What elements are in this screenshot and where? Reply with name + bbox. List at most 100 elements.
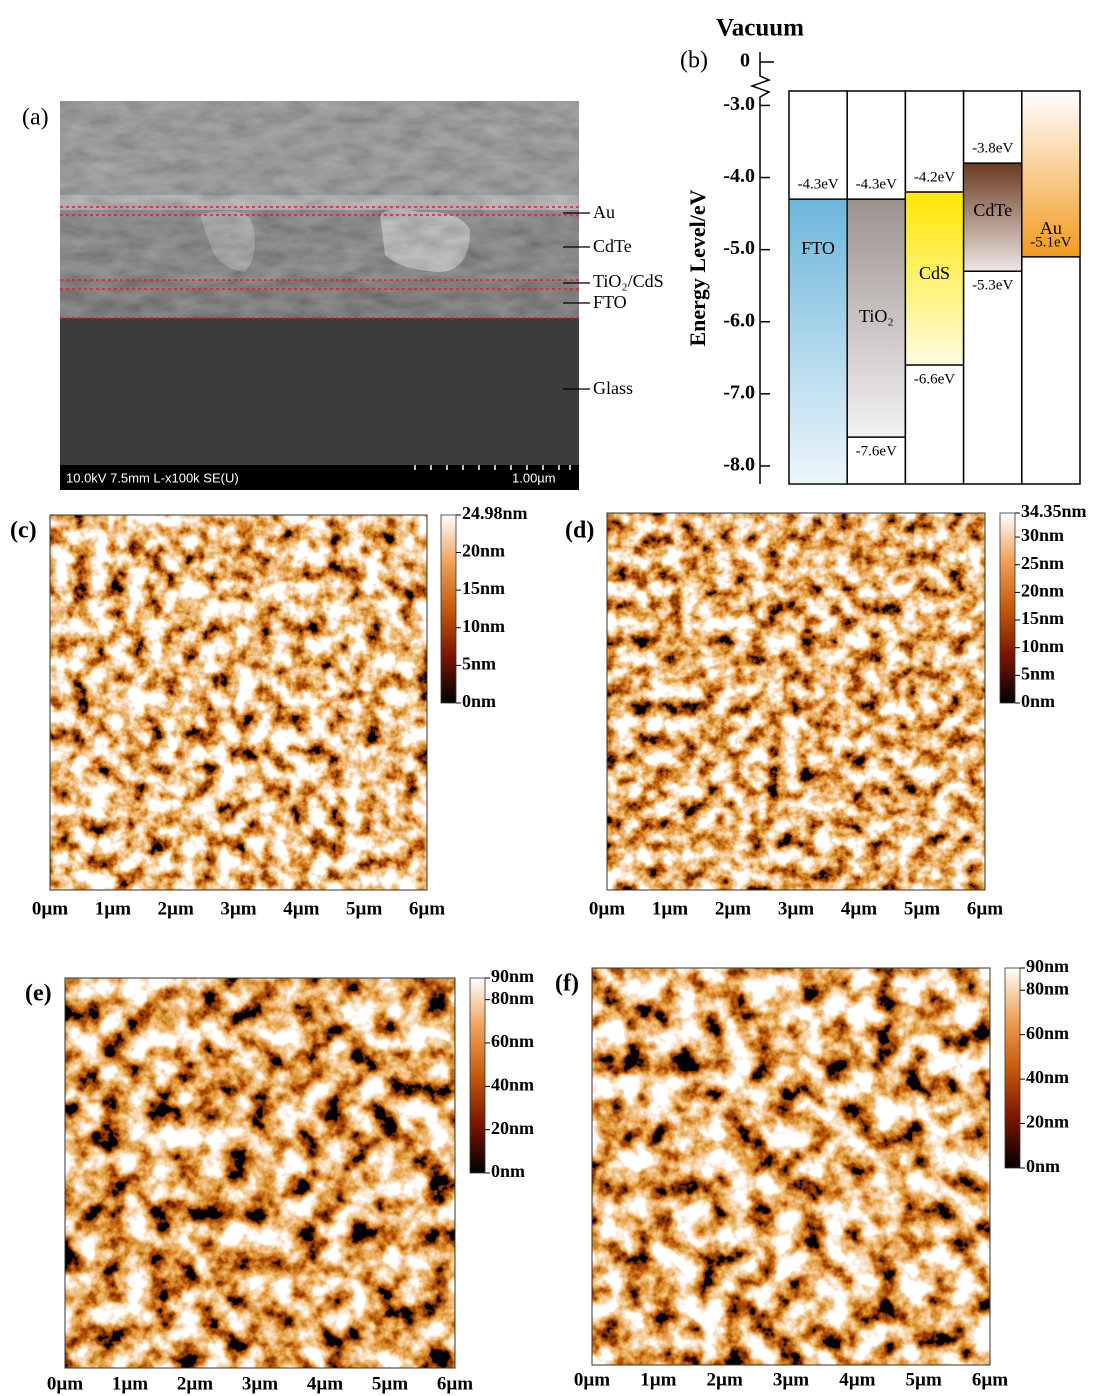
category-label: Au	[1040, 218, 1062, 238]
x-tick-label: 6µm	[972, 1369, 1008, 1390]
y-tick-label: -4.0	[723, 165, 755, 187]
band	[1022, 91, 1080, 257]
afm-image	[607, 513, 985, 890]
y-tick-label: -8.0	[723, 454, 755, 476]
afm-frame	[64, 977, 456, 1369]
colorbar-tick-label: 25nm	[1021, 553, 1064, 573]
y-axis	[749, 52, 772, 484]
sem-texture	[60, 101, 579, 318]
panel-label: (b)	[680, 48, 708, 74]
panel-label: (c)	[10, 518, 37, 544]
panel-label: (e)	[25, 981, 52, 1007]
panel-label: (d)	[565, 518, 594, 544]
sem-info-bar	[60, 465, 579, 490]
layer-label: CdTe	[593, 236, 632, 256]
colorbar-tick-label: 5nm	[462, 653, 496, 673]
colorbar-tick-label: 10nm	[462, 616, 505, 636]
band	[847, 199, 905, 438]
colorbar-tick-label: 34.35nm	[1021, 501, 1087, 521]
colorbar-tick-label: 15nm	[462, 578, 505, 598]
x-tick-label: 4µm	[841, 898, 877, 919]
sem-panel: 10.0kV 7.5mm L-x100k SE(U) 1.00µm (a) Au…	[22, 101, 664, 490]
x-tick-label: 1µm	[112, 1373, 148, 1394]
colorbar-tick-label: 20nm	[491, 1118, 534, 1138]
colorbar	[440, 514, 457, 704]
afm-frame	[591, 967, 991, 1366]
colorbar-tick-label: 24.98nm	[462, 503, 528, 523]
sem-info: 10.0kV 7.5mm L-x100k SE(U)	[66, 470, 239, 485]
colorbar-tick-label: 80nm	[1026, 978, 1069, 998]
value-label: -6.6eV	[914, 371, 955, 387]
column-frame	[962, 90, 1023, 485]
colorbar-tick-label: 20nm	[1026, 1112, 1069, 1132]
y-tick-label: -6.0	[723, 309, 755, 331]
value-label: -3.8eV	[972, 141, 1013, 157]
colorbar-tick-label: 40nm	[491, 1074, 534, 1094]
band	[964, 163, 1022, 272]
x-tick-label: 5µm	[904, 898, 940, 919]
colorbar-tick-label: 80nm	[491, 988, 534, 1008]
x-tick-label: 4µm	[839, 1369, 875, 1390]
x-tick-label: 1µm	[95, 898, 131, 919]
x-tick-label: 4µm	[307, 1373, 343, 1394]
value-label: -5.3eV	[972, 278, 1013, 294]
colorbar-tick-label: 90nm	[491, 966, 534, 986]
x-tick-label: 1µm	[652, 898, 688, 919]
layer-label: FTO	[593, 292, 627, 312]
x-tick-label: 3µm	[778, 898, 814, 919]
x-tick-label: 1µm	[640, 1369, 676, 1390]
scale-ticks	[414, 465, 571, 470]
x-tick-label: 5µm	[906, 1369, 942, 1390]
afm-image	[65, 978, 455, 1368]
layer-label: TiO₂/CdS	[593, 271, 664, 291]
value-label: -4.2eV	[914, 169, 955, 185]
layer-label: Glass	[593, 378, 633, 398]
x-tick-label: 0µm	[589, 898, 625, 919]
x-tick-label: 6µm	[967, 898, 1003, 919]
colorbar-tick-label: 20nm	[1021, 580, 1064, 600]
x-tick-label: 2µm	[707, 1369, 743, 1390]
x-tick-label: 5µm	[372, 1373, 408, 1394]
colorbar-tick-label: 0nm	[1026, 1156, 1060, 1176]
afm-image	[592, 968, 990, 1365]
x-tick-label: 4µm	[283, 898, 319, 919]
colorbar	[1004, 967, 1021, 1169]
x-tick-label: 2µm	[158, 898, 194, 919]
afm-frame	[606, 512, 986, 891]
colorbar	[999, 512, 1016, 704]
y-tick-label: -7.0	[723, 381, 755, 403]
category-label: FTO	[801, 238, 835, 258]
x-tick-label: 2µm	[177, 1373, 213, 1394]
sem-scale: 1.00µm	[512, 470, 556, 485]
colorbar-tick-label: 0nm	[491, 1161, 525, 1181]
x-tick-label: 5µm	[346, 898, 382, 919]
value-label: -7.6eV	[856, 444, 897, 460]
x-tick-label: 3µm	[773, 1369, 809, 1390]
afm-image	[50, 515, 427, 890]
colorbar-tick-label: 60nm	[1026, 1023, 1069, 1043]
y-axis-label: Energy Level/eV	[685, 189, 710, 346]
afm-frame	[49, 514, 428, 891]
y-tick-label: -3.0	[723, 93, 755, 115]
value-label: -4.3eV	[797, 177, 838, 193]
x-tick-label: 3µm	[220, 898, 256, 919]
band	[906, 191, 963, 366]
x-tick-label: 0µm	[47, 1373, 83, 1394]
chart-title: Vacuum	[716, 15, 804, 42]
category-label: TiO₂	[859, 306, 894, 326]
x-tick-label: 0µm	[574, 1369, 610, 1390]
colorbar-tick-label: 90nm	[1026, 956, 1069, 976]
x-tick-label: 0µm	[32, 898, 68, 919]
panel-label: (f)	[555, 971, 579, 997]
sem-glass	[60, 318, 579, 465]
colorbar-tick-label: 0nm	[1021, 691, 1055, 711]
colorbar-tick-label: 20nm	[462, 541, 505, 561]
layer-lines	[60, 206, 579, 319]
colorbar	[469, 977, 486, 1174]
x-tick-label: 3µm	[242, 1373, 278, 1394]
value-label: -5.1eV	[1030, 234, 1071, 250]
layer-label: Au	[593, 202, 615, 222]
break-tick-label: 0	[740, 50, 750, 72]
